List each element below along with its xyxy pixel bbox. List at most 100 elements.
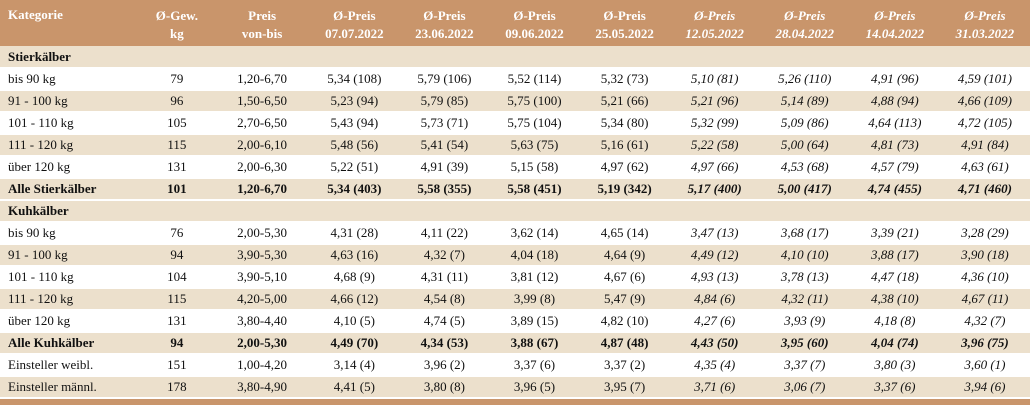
row-label: über 120 kg	[0, 310, 139, 333]
row-value-1: 5,73 (71)	[399, 112, 490, 135]
row-value-2: 5,15 (58)	[489, 156, 580, 179]
row-value-4: 4,43 (50)	[669, 332, 760, 355]
row-value-5: 5,14 (89)	[759, 90, 850, 113]
row-value-6: 3,39 (21)	[849, 222, 940, 245]
row-label: über 120 kg	[0, 156, 139, 179]
total-row: Alle Stierkälber 101 1,20-6,70 5,34 (403) 5,…	[0, 178, 1030, 201]
row-value-5: 3,78 (13)	[759, 266, 850, 289]
row-label: Einsteller männl.	[0, 376, 139, 399]
row-price-range: 3,80-4,40	[214, 310, 310, 333]
header-date-4: Ø-Preis 12.05.2022	[669, 4, 760, 46]
row-label: Alle Kuhkälber	[0, 332, 139, 355]
row-value-3: 5,32 (73)	[579, 68, 670, 91]
header-date-l1: Ø-Preis	[603, 8, 646, 23]
row-weight: 96	[138, 90, 215, 113]
row-value-2: 4,04 (18)	[489, 244, 580, 267]
row-price-range: 2,00-6,10	[214, 134, 310, 157]
row-value-7: 4,66 (109)	[939, 90, 1030, 113]
row-value-6: 4,47 (18)	[849, 266, 940, 289]
row-value-6: 4,38 (10)	[849, 288, 940, 311]
header-date-l2: 28.04.2022	[775, 26, 834, 41]
row-value-0: 5,48 (56)	[309, 134, 400, 157]
table-row: 101 - 110 kg 104 3,90-5,10 4,68 (9) 4,31 (11…	[0, 266, 1030, 289]
row-value-0: 5,23 (94)	[309, 90, 400, 113]
table-row: bis 90 kg 76 2,00-5,30 4,31 (28) 4,11 (22) 3,…	[0, 222, 1030, 245]
row-weight: 131	[138, 310, 215, 333]
row-value-6: 3,88 (17)	[849, 244, 940, 267]
table-body: Stierkälber bis 90 kg 79 1,20-6,70 5,34 (108…	[0, 46, 1030, 399]
row-value-3: 4,87 (48)	[579, 332, 670, 355]
table-row: 91 - 100 kg 96 1,50-6,50 5,23 (94) 5,79 (85)…	[0, 90, 1030, 113]
row-value-3: 4,97 (62)	[579, 156, 670, 179]
row-value-5: 5,26 (110)	[759, 68, 850, 91]
row-value-7: 3,96 (75)	[939, 332, 1030, 355]
row-value-7: 4,67 (11)	[939, 288, 1030, 311]
row-weight: 151	[138, 354, 215, 377]
row-value-6: 4,04 (74)	[849, 332, 940, 355]
header-gewicht-l2: kg	[170, 26, 184, 41]
row-price-range: 3,80-4,90	[214, 376, 310, 399]
row-price-range: 3,90-5,10	[214, 266, 310, 289]
row-value-3: 3,37 (2)	[579, 354, 670, 377]
row-value-7: 4,71 (460)	[939, 178, 1030, 201]
header-date-l2: 09.06.2022	[505, 26, 564, 41]
row-label: 101 - 110 kg	[0, 266, 139, 289]
section-row: Stierkälber	[0, 46, 1030, 69]
row-value-2: 5,52 (114)	[489, 68, 580, 91]
row-value-5: 4,53 (68)	[759, 156, 850, 179]
row-value-1: 4,32 (7)	[399, 244, 490, 267]
table-row: über 120 kg 131 3,80-4,40 4,10 (5) 4,74 (5) 3…	[0, 310, 1030, 333]
row-value-7: 4,63 (61)	[939, 156, 1030, 179]
row-value-7: 3,94 (6)	[939, 376, 1030, 399]
row-value-2: 3,37 (6)	[489, 354, 580, 377]
row-label: Einsteller weibl.	[0, 354, 139, 377]
row-label: bis 90 kg	[0, 68, 139, 91]
row-value-7: 3,90 (18)	[939, 244, 1030, 267]
table-row: Einsteller weibl. 151 1,00-4,20 3,14 (4) 3,9…	[0, 354, 1030, 377]
row-value-1: 3,80 (8)	[399, 376, 490, 399]
row-label: 111 - 120 kg	[0, 288, 139, 311]
row-value-1: 5,41 (54)	[399, 134, 490, 157]
row-value-3: 5,21 (66)	[579, 90, 670, 113]
row-value-6: 3,37 (6)	[849, 376, 940, 399]
header-date-5: Ø-Preis 28.04.2022	[759, 4, 850, 46]
row-value-0: 5,43 (94)	[309, 112, 400, 135]
row-value-5: 4,32 (11)	[759, 288, 850, 311]
header-date-l2: 12.05.2022	[685, 26, 744, 41]
header-date-l1: Ø-Preis	[784, 8, 826, 23]
header-date-l1: Ø-Preis	[874, 8, 916, 23]
row-value-3: 5,19 (342)	[579, 178, 670, 201]
row-value-0: 5,34 (403)	[309, 178, 400, 201]
row-value-3: 4,82 (10)	[579, 310, 670, 333]
row-value-1: 4,54 (8)	[399, 288, 490, 311]
header-date-l2: 25.05.2022	[595, 26, 654, 41]
row-weight: 115	[138, 288, 215, 311]
total-row: Alle Kuhkälber 94 2,00-5,30 4,49 (70) 4,34 (…	[0, 332, 1030, 355]
header-date-l2: 07.07.2022	[325, 26, 384, 41]
table-header: Kategorie Ø-Gew. kg Preis von-bis Ø-Prei…	[0, 4, 1030, 46]
row-weight: 79	[138, 68, 215, 91]
row-value-2: 3,62 (14)	[489, 222, 580, 245]
row-value-3: 5,47 (9)	[579, 288, 670, 311]
row-value-5: 3,95 (60)	[759, 332, 850, 355]
row-value-0: 4,31 (28)	[309, 222, 400, 245]
header-date-l1: Ø-Preis	[333, 8, 376, 23]
table-row: Einsteller männl. 178 3,80-4,90 4,41 (5) 3,8…	[0, 376, 1030, 399]
row-value-4: 3,71 (6)	[669, 376, 760, 399]
row-price-range: 2,00-6,30	[214, 156, 310, 179]
row-price-range: 1,50-6,50	[214, 90, 310, 113]
row-value-1: 4,91 (39)	[399, 156, 490, 179]
header-date-l2: 14.04.2022	[865, 26, 925, 41]
row-value-2: 3,81 (12)	[489, 266, 580, 289]
row-price-range: 1,20-6,70	[214, 68, 310, 91]
row-value-1: 4,74 (5)	[399, 310, 490, 333]
row-value-1: 4,31 (11)	[399, 266, 490, 289]
row-price-range: 2,00-5,30	[214, 332, 310, 355]
row-weight: 178	[138, 376, 215, 399]
header-gewicht-l1: Ø-Gew.	[155, 8, 199, 23]
header-date-l1: Ø-Preis	[513, 8, 556, 23]
row-value-7: 4,91 (84)	[939, 134, 1030, 157]
row-value-6: 4,88 (94)	[849, 90, 940, 113]
row-value-0: 4,41 (5)	[309, 376, 400, 399]
row-value-4: 3,47 (13)	[669, 222, 760, 245]
